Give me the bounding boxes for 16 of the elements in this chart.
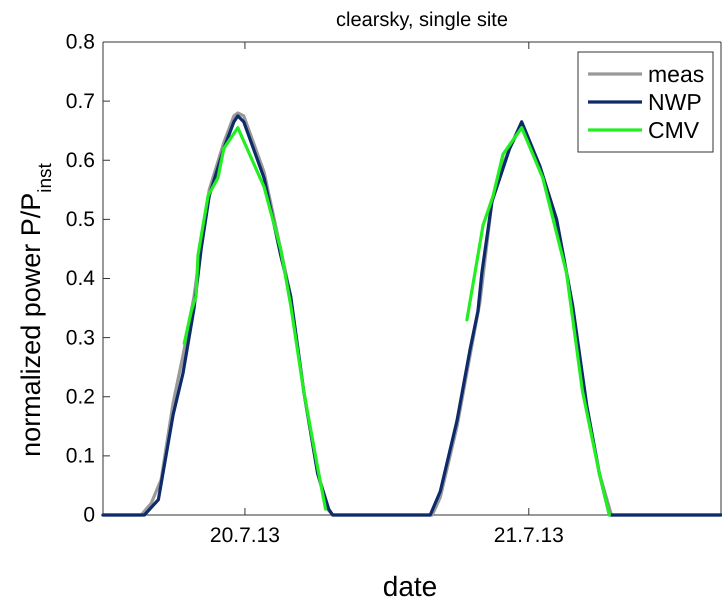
- y-tick-label: 0.2: [66, 385, 95, 408]
- y-tick-label: 0.8: [66, 30, 95, 54]
- y-tick-label: 0.4: [66, 267, 96, 290]
- x-tick-label: 21.7.13: [494, 524, 564, 547]
- y-tick-label: 0.3: [66, 326, 95, 350]
- chart-title: clearsky, single site: [336, 9, 508, 31]
- y-tick-label: 0.7: [66, 90, 95, 113]
- x-tick-label: 20.7.13: [210, 524, 280, 547]
- legend-label: meas: [648, 61, 704, 87]
- legend-label: NWP: [648, 89, 702, 115]
- x-axis-title: date: [382, 571, 438, 602]
- y-tick-label: 0.5: [66, 208, 95, 232]
- legend-label: CMV: [648, 117, 700, 143]
- y-tick-label: 0.6: [66, 148, 95, 172]
- y-tick-label: 0.1: [66, 444, 95, 468]
- y-tick-label: 0: [83, 504, 95, 527]
